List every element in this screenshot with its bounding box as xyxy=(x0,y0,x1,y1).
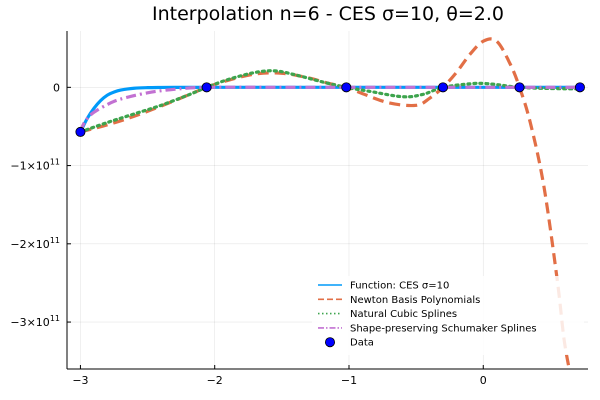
data-point xyxy=(437,82,448,93)
y-tick-label: −2×1011 xyxy=(10,236,60,251)
series-line-4 xyxy=(78,85,580,133)
legend-label-3: Natural Cubic Splines xyxy=(350,309,457,320)
data-point xyxy=(341,82,352,93)
legend-label-4: Shape-preserving Schumaker Splines xyxy=(350,323,537,334)
legend-label-1: Function: CES σ=10 xyxy=(350,281,449,292)
series-line-3 xyxy=(78,69,582,134)
series-line-1 xyxy=(78,85,580,133)
y-tick-label: 0 xyxy=(53,81,60,94)
y-tick-label-base: −1×10 xyxy=(10,160,49,173)
data-point xyxy=(201,82,212,93)
axes: −3 −2 −1 00−1×1011−2×1011−3×1011 xyxy=(10,31,588,387)
legend-label-data: Data xyxy=(350,338,374,349)
data-point xyxy=(514,82,525,93)
legend-swatch-data xyxy=(324,337,335,348)
x-tick-label: 0 xyxy=(480,374,487,387)
y-tick-label-base: −2×10 xyxy=(10,238,49,251)
y-tick-label-exponent: 11 xyxy=(50,236,60,245)
y-tick-label-base: 0 xyxy=(53,81,60,94)
data-point xyxy=(75,126,86,137)
x-tick-label: −3 xyxy=(72,374,88,387)
y-tick-label-base: −3×10 xyxy=(10,316,49,329)
legend: Function: CES σ=10 Newton Basis Polynomia… xyxy=(312,276,584,355)
y-tick-label: −1×1011 xyxy=(10,158,60,173)
x-tick-label: −2 xyxy=(207,374,223,387)
x-tick-label: −1 xyxy=(341,374,357,387)
legend-background xyxy=(312,276,584,355)
chart-title: Interpolation n=6 - CES σ=10, θ=2.0 xyxy=(152,3,504,25)
data-point xyxy=(574,82,585,93)
series xyxy=(78,37,582,369)
y-tick-label: −3×1011 xyxy=(10,314,60,329)
legend-label-2: Newton Basis Polynomials xyxy=(350,295,480,306)
y-tick-label-exponent: 11 xyxy=(50,158,60,167)
y-tick-label-exponent: 11 xyxy=(50,314,60,323)
data-points xyxy=(75,82,585,137)
